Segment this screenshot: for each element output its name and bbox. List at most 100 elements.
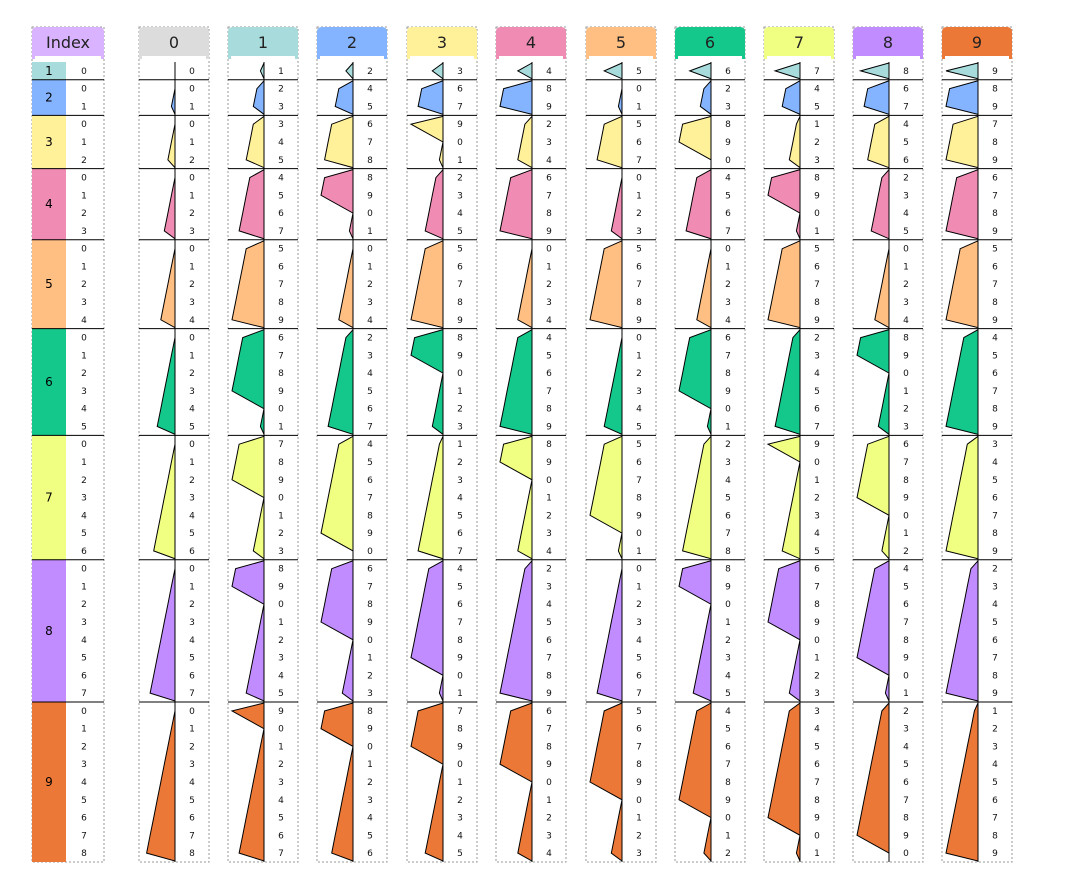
cell-digit: 8: [725, 778, 731, 788]
cycle-shape: [410, 559, 444, 702]
cell-digit: 7: [367, 422, 373, 432]
cycle-shape: [678, 115, 712, 168]
cell-digit: 5: [903, 138, 909, 148]
index-offset: 1: [81, 351, 87, 361]
index-offset: 7: [81, 831, 87, 841]
index-offset: 5: [81, 654, 87, 664]
cell-digit: 1: [546, 262, 552, 272]
cell-digit: 7: [636, 280, 642, 290]
cell-digit: 3: [457, 476, 463, 486]
cycle-shape: [410, 240, 444, 329]
cell-digit: 4: [546, 547, 552, 557]
cycle-shape: [678, 560, 712, 702]
cell-digit: 8: [903, 814, 909, 824]
column-header-label: 7: [794, 33, 804, 52]
cell-digit: 0: [189, 707, 195, 717]
index-offset: 3: [81, 227, 87, 237]
cell-digit: 5: [636, 67, 642, 77]
cell-digit: 7: [367, 138, 373, 148]
cycle-shape: [678, 702, 712, 863]
cell-digit: 8: [546, 671, 552, 681]
cell-digit: 4: [725, 707, 731, 717]
cell-digit: 3: [189, 387, 195, 397]
digit-columns: 0001012012301234012345012345601234567012…: [138, 26, 1013, 863]
cell-digit: 9: [725, 387, 731, 397]
cell-digit: 2: [367, 334, 373, 344]
cell-digit: 8: [992, 298, 998, 308]
cell-digit: 6: [725, 67, 731, 77]
index-offset: 0: [81, 334, 87, 344]
cycle-shape: [231, 328, 265, 435]
digit-column-7: 7 7 4 5 1 2 3 8 9 0 1 5 6 7 8 9 2 3 4 5 6 7 9 0 1 2 3 4 5 6 7 8 9 0 1 2 3 3 4 5…: [763, 26, 835, 863]
cell-digit: 3: [278, 102, 284, 112]
cell-digit: 7: [457, 102, 463, 112]
cell-digit: 9: [636, 511, 642, 521]
cell-digit: 7: [992, 511, 998, 521]
cell-digit: 4: [189, 636, 195, 646]
column-header-label: 6: [705, 33, 715, 52]
cell-digit: 3: [636, 618, 642, 628]
column-header-label: 9: [972, 33, 982, 52]
cell-digit: 8: [992, 831, 998, 841]
cell-digit: 2: [546, 120, 552, 130]
cell-digit: 9: [992, 67, 998, 77]
cell-digit: 7: [814, 422, 820, 432]
index-offset: 2: [81, 742, 87, 752]
cell-digit: 9: [814, 191, 820, 201]
column-header-label: 0: [169, 33, 179, 52]
cell-digit: 1: [367, 262, 373, 272]
cell-digit: 9: [546, 102, 552, 112]
cell-digit: 0: [814, 209, 820, 219]
cell-digit: 7: [457, 618, 463, 628]
cycle-shape: [945, 168, 979, 240]
cell-digit: 8: [189, 849, 195, 859]
cell-digit: 6: [725, 742, 731, 752]
cell-digit: 2: [457, 796, 463, 806]
cell-digit: 4: [367, 369, 373, 379]
cycle-shape: [596, 115, 623, 169]
cell-digit: 2: [725, 85, 731, 95]
cell-digit: 1: [457, 778, 463, 788]
cell-digit: 6: [992, 262, 998, 272]
cell-digit: 9: [546, 689, 552, 699]
cycle-shape: [499, 328, 533, 435]
cycle-shape: [767, 702, 801, 862]
cell-digit: 2: [725, 636, 731, 646]
cycle-shape: [499, 80, 533, 115]
cell-digit: 8: [278, 369, 284, 379]
cell-digit: 6: [367, 405, 373, 415]
cell-digit: 6: [189, 814, 195, 824]
cell-digit: 8: [992, 209, 998, 219]
cycle-shape: [320, 702, 354, 862]
cell-digit: 3: [189, 298, 195, 308]
cycle-shape: [603, 329, 623, 436]
cell-digit: 4: [367, 440, 373, 450]
cycle-shape: [149, 560, 176, 702]
cell-digit: 1: [546, 796, 552, 806]
cycle-shape: [252, 79, 265, 116]
column-header-label: 2: [347, 33, 357, 52]
index-group-label: 6: [45, 375, 53, 389]
cell-digit: 6: [636, 458, 642, 468]
cell-digit: 7: [636, 689, 642, 699]
cell-digit: 6: [367, 120, 373, 130]
cycle-shape: [767, 240, 801, 329]
cycle-shape: [945, 559, 979, 702]
cell-digit: 1: [992, 707, 998, 717]
cell-digit: 3: [189, 618, 195, 628]
cell-digit: 3: [903, 422, 909, 432]
cycle-shape: [856, 435, 890, 561]
cell-digit: 5: [903, 760, 909, 770]
cell-digit: 3: [367, 298, 373, 308]
cell-digit: 4: [546, 316, 552, 326]
cell-digit: 7: [278, 440, 284, 450]
cycle-shape: [409, 115, 444, 168]
cell-digit: 7: [992, 387, 998, 397]
cell-digit: 5: [189, 529, 195, 539]
cell-digit: 0: [189, 120, 195, 130]
cell-digit: 5: [457, 227, 463, 237]
cell-digit: 4: [546, 334, 552, 344]
cell-digit: 6: [457, 529, 463, 539]
cell-digit: 3: [278, 120, 284, 130]
